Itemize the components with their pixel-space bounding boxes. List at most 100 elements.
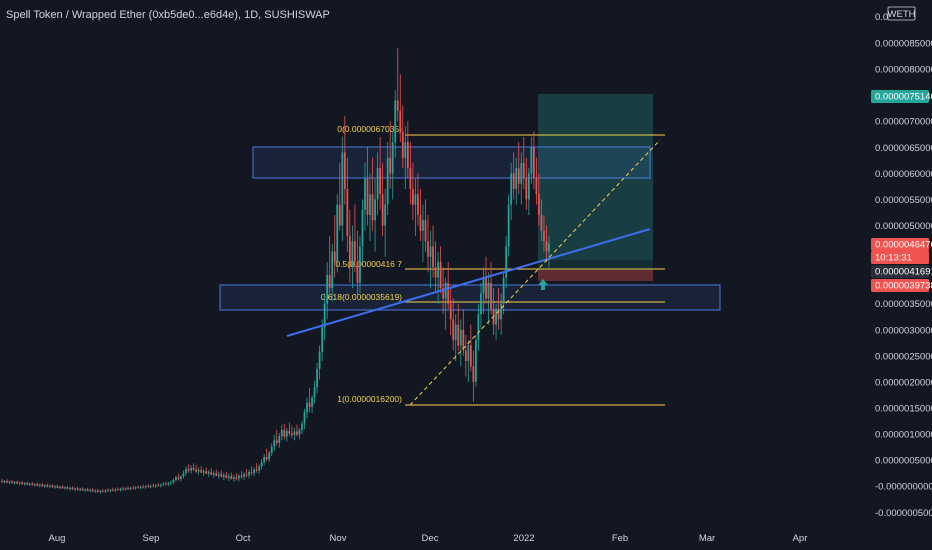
y-tick-top-partial: 0.00	[875, 12, 894, 23]
candle	[333, 215, 336, 278]
candle	[31, 482, 34, 486]
candle	[263, 453, 266, 466]
support-zone[interactable]	[219, 284, 721, 311]
candle	[200, 465, 203, 474]
candle	[275, 429, 278, 446]
candle	[480, 282, 482, 330]
candle	[490, 262, 492, 315]
candle	[172, 478, 175, 485]
candle	[117, 487, 119, 491]
x-label-dec: Dec	[422, 533, 439, 544]
y-tick-label: 0.0000070000	[875, 117, 932, 128]
candle	[538, 173, 540, 226]
candle	[159, 483, 162, 488]
price-tag-label: 10:13:31	[875, 253, 912, 264]
candle	[255, 463, 258, 473]
candle	[215, 469, 218, 477]
candle	[162, 482, 165, 487]
candle	[164, 481, 167, 486]
candle	[207, 470, 210, 477]
price-tag: 0.0000046476	[871, 238, 932, 251]
x-label-feb: Feb	[612, 533, 628, 544]
candle	[205, 467, 208, 475]
y-tick-label: 0.0000025000	[875, 351, 932, 362]
candles-group	[1, 48, 550, 494]
candle	[381, 162, 384, 236]
candle	[507, 194, 510, 257]
candle	[543, 215, 545, 252]
candle	[545, 225, 548, 262]
candle	[230, 472, 233, 480]
risk-reward-box[interactable]	[538, 94, 653, 281]
candle	[444, 277, 447, 330]
candle	[475, 335, 477, 388]
candle	[404, 126, 407, 189]
candle	[341, 136, 344, 242]
candle	[457, 303, 460, 351]
y-tick-label: 0.0000055000	[875, 195, 932, 206]
candle	[464, 335, 467, 377]
candle	[434, 241, 437, 294]
candle	[291, 425, 293, 439]
candle	[384, 189, 387, 257]
fib-label-0.5: 0.5(0.00000416 7	[335, 259, 402, 269]
candle	[497, 288, 500, 330]
y-tick-label: 0.0000030000	[875, 325, 932, 336]
candle	[495, 303, 497, 341]
candle	[66, 485, 69, 490]
candle	[13, 481, 16, 485]
candle	[6, 479, 8, 484]
candle	[487, 272, 490, 325]
candle	[359, 235, 361, 294]
candle	[175, 475, 177, 483]
candle	[280, 424, 283, 441]
y-tick-label: 0.0000080000	[875, 65, 932, 76]
candle	[152, 483, 155, 488]
price-tag: 0.0000041691	[871, 265, 932, 278]
candle	[54, 485, 56, 489]
candle	[137, 485, 140, 489]
candle	[401, 105, 404, 169]
candle	[71, 486, 74, 490]
candle	[210, 468, 213, 476]
candle	[147, 484, 150, 488]
y-tick-label: 0.0000065000	[875, 143, 932, 154]
candle	[467, 340, 470, 382]
candle	[386, 142, 389, 216]
price-tag-label: 0.0000075146	[875, 92, 932, 103]
candle	[343, 116, 346, 205]
candle	[288, 422, 291, 437]
candle	[439, 246, 442, 294]
candle	[500, 293, 502, 335]
candle	[449, 288, 452, 335]
candle	[517, 142, 520, 195]
candle	[119, 487, 122, 492]
candle	[61, 485, 64, 489]
candle	[369, 173, 371, 242]
trend-line[interactable]	[286, 228, 651, 337]
candle	[454, 314, 457, 362]
candle	[379, 136, 381, 210]
candle	[1, 478, 3, 484]
candle	[46, 483, 49, 488]
candle	[225, 471, 228, 479]
resistance-zone[interactable]	[252, 146, 651, 179]
candle	[8, 480, 11, 485]
diagonal-support-line[interactable]	[409, 139, 661, 406]
candle	[243, 472, 245, 480]
x-label-oct: Oct	[236, 533, 251, 544]
candle	[220, 470, 223, 478]
candle	[273, 435, 276, 451]
candle	[33, 483, 36, 487]
chart-title: Spell Token / Wrapped Ether (0xb5de0...e…	[6, 9, 330, 21]
candle	[540, 199, 543, 242]
candle	[144, 485, 147, 489]
candle	[409, 142, 412, 205]
candle	[535, 157, 538, 205]
candle	[548, 235, 550, 268]
candle	[296, 424, 298, 437]
candle	[351, 225, 354, 289]
candle	[253, 467, 255, 477]
